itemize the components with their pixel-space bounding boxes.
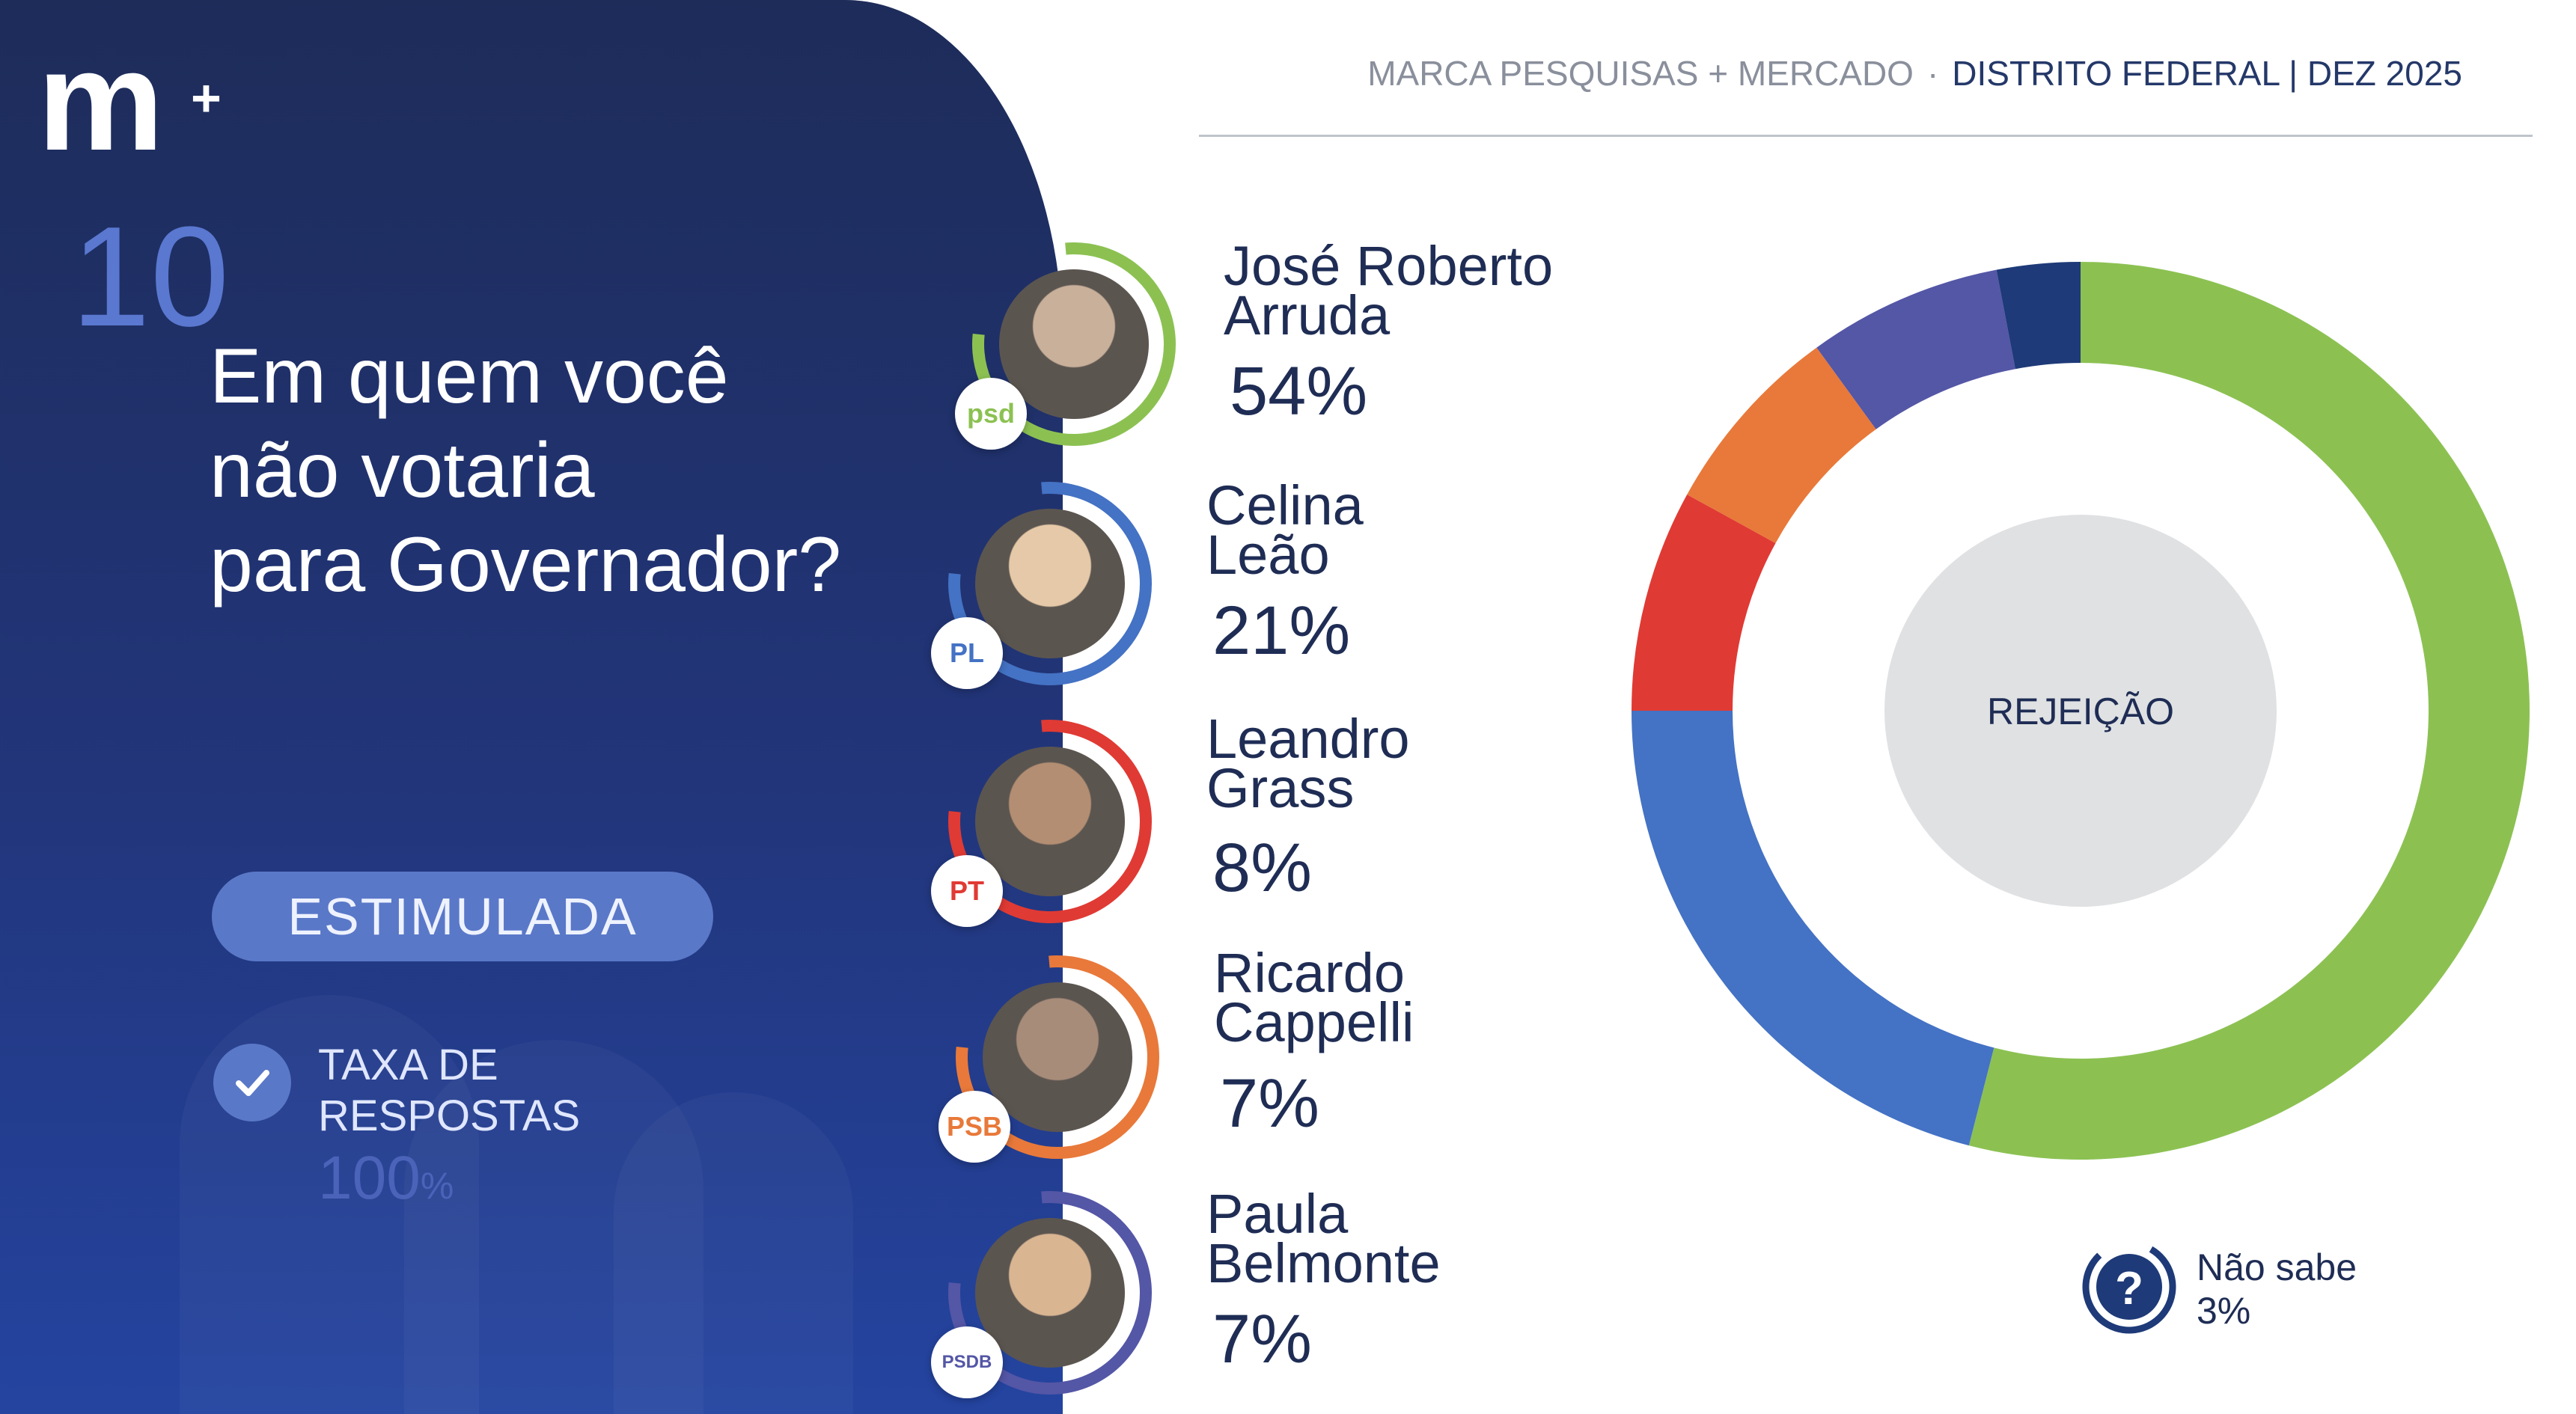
question-line-3: para Governador? (210, 521, 842, 608)
party-badge: PT (931, 855, 1003, 927)
header: MARCA PESQUISAS + MERCADO · DISTRITO FEDER… (1347, 51, 2462, 96)
question-line-1: Em quem você (210, 333, 729, 420)
party-badge: PL (931, 617, 1003, 689)
candidate-name-line-2: Cappelli (1214, 991, 1414, 1053)
candidate-photo (975, 747, 1125, 896)
candidate-name-line-1: Paula (1206, 1183, 1349, 1245)
dont-know-value: 3% (2197, 1290, 2251, 1332)
rejection-donut-chart: REJEIÇÃO (1632, 262, 2530, 1160)
brand-logo: m (37, 22, 164, 180)
response-rate-label-line-2: RESPOSTAS (318, 1092, 581, 1140)
party-badge: PSDB (931, 1326, 1003, 1398)
brand-logo-plus: + (191, 69, 222, 127)
donut-slice-6 (1996, 262, 2081, 370)
candidate-name-line-1: Ricardo (1214, 942, 1405, 1004)
question-icon: ? (2082, 1240, 2176, 1334)
candidate-name-line-2: Belmonte (1206, 1232, 1441, 1294)
header-region: DISTRITO FEDERAL | DEZ 2025 (1952, 54, 2462, 93)
candidate-3: PT (931, 713, 1159, 930)
question-text: Em quem você não votaria para Governador… (210, 329, 958, 612)
candidate-ring (948, 720, 1152, 923)
candidate-percentage: 8% (1212, 830, 1312, 906)
donut-slice-5 (1816, 269, 2015, 429)
candidate-name: Celina Leão (1206, 474, 1364, 586)
header-org: MARCA PESQUISAS + MERCADO (1367, 54, 1914, 93)
candidate-percentage: 21% (1212, 593, 1351, 669)
candidate-name-line-1: José Roberto (1224, 235, 1554, 297)
decorative-arch (614, 1092, 853, 1414)
party-badge: PSB (938, 1091, 1010, 1163)
candidate-ring (948, 482, 1152, 685)
candidate-2: PL (931, 475, 1159, 692)
candidate-name: Paula Belmonte (1206, 1183, 1441, 1294)
left-panel (0, 0, 1063, 1414)
candidate-name: José Roberto Arruda (1224, 235, 1554, 346)
candidate-5: PSDB (931, 1184, 1159, 1401)
candidate-percentage: 54% (1230, 353, 1368, 429)
response-rate-unit: % (420, 1165, 454, 1207)
candidate-percentage: 7% (1212, 1301, 1312, 1377)
candidate-1: psd (955, 236, 1182, 453)
response-rate-number: 100 (318, 1144, 421, 1212)
candidate-name-line-2: Grass (1206, 757, 1355, 819)
header-divider (1199, 135, 2533, 137)
response-rate-label-line-1: TAXA DE (318, 1041, 498, 1089)
candidate-name-line-1: Celina (1206, 474, 1364, 536)
header-separator: · (1926, 54, 1939, 93)
dont-know-text: Não sabe (2197, 1246, 2357, 1288)
type-pill: ESTIMULADA (212, 872, 713, 961)
check-icon (213, 1044, 291, 1121)
donut-slice-1 (1968, 262, 2530, 1160)
donut-slice-3 (1632, 494, 1776, 711)
question-number: 10 (71, 198, 230, 356)
candidate-name-line-1: Leandro (1206, 708, 1410, 770)
candidate-name-line-2: Arruda (1224, 284, 1391, 346)
party-badge: psd (955, 378, 1027, 450)
svg-text:?: ? (2115, 1263, 2143, 1314)
candidate-name-line-2: Leão (1206, 524, 1330, 586)
donut-center-disc (1884, 515, 2277, 907)
donut-center-label: REJEIÇÃO (1987, 691, 2174, 732)
candidate-ring (972, 242, 1176, 446)
response-rate-label: TAXA DE RESPOSTAS (318, 1040, 580, 1142)
candidate-name: Ricardo Cappelli (1214, 942, 1414, 1053)
question-line-2: não votaria (210, 427, 595, 514)
candidate-photo (975, 1218, 1125, 1368)
candidate-4: PSB (938, 949, 1166, 1166)
candidate-ring (948, 1191, 1152, 1395)
candidate-name: Leandro Grass (1206, 708, 1410, 819)
donut-slice-4 (1687, 347, 1876, 543)
dont-know-label: Não sabe 3% (2197, 1246, 2357, 1332)
candidate-photo (983, 982, 1132, 1132)
candidate-photo (999, 269, 1149, 419)
response-rate-value: 100% (318, 1145, 454, 1219)
donut-slice-2 (1632, 711, 1994, 1146)
candidate-photo (975, 509, 1125, 658)
candidate-ring (956, 955, 1159, 1159)
candidate-percentage: 7% (1220, 1065, 1319, 1142)
